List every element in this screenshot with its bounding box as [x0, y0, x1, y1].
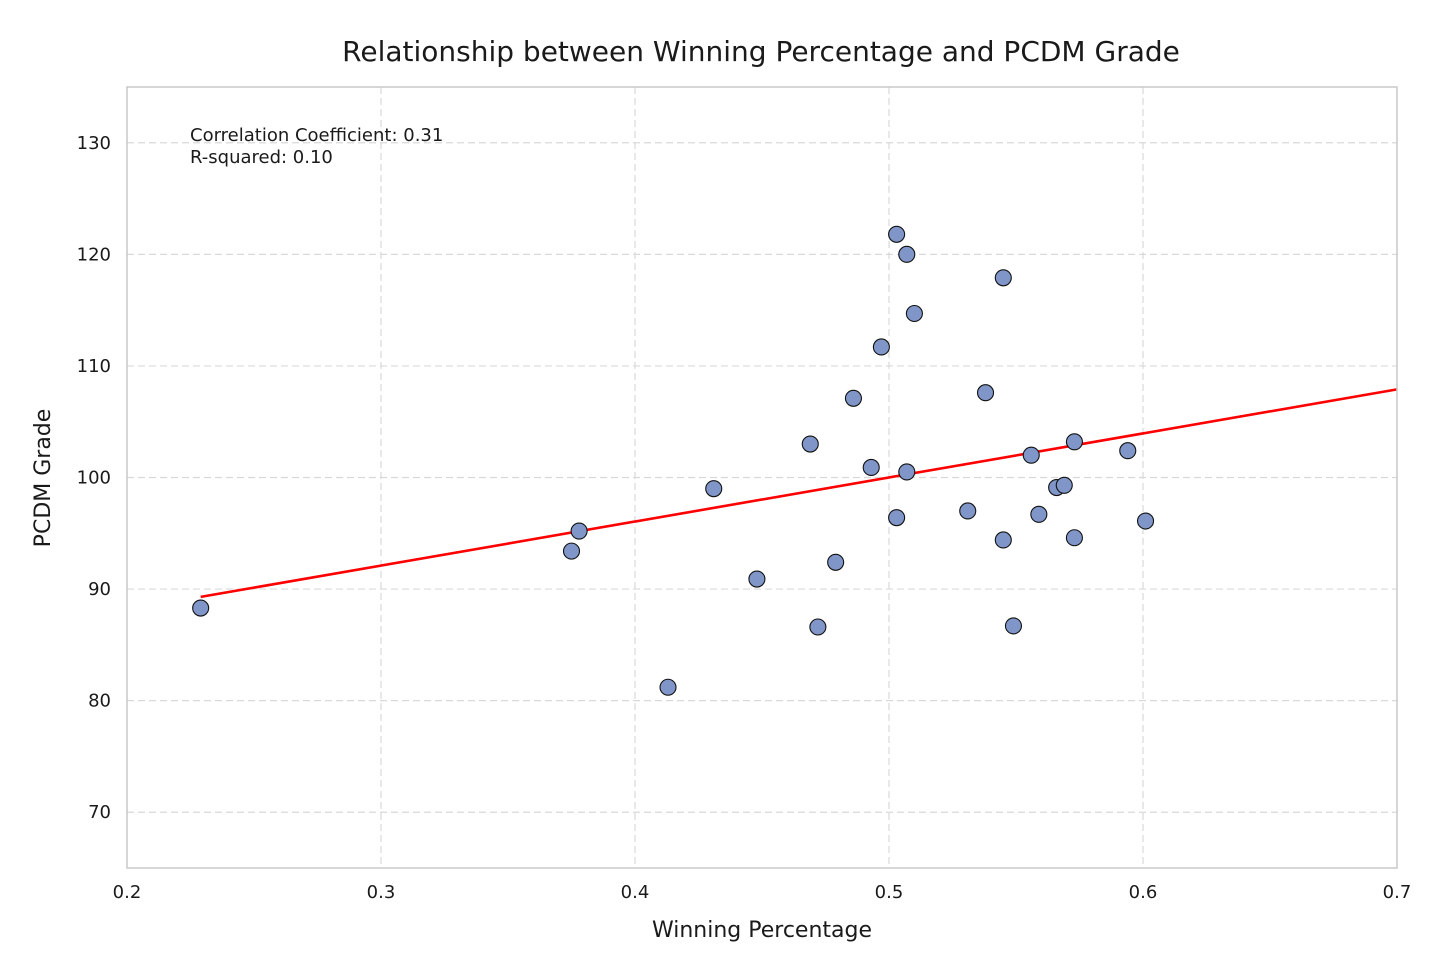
data-point: [827, 553, 845, 571]
data-point: [801, 435, 819, 453]
data-point: [1004, 617, 1023, 635]
y-tick-label: 100: [77, 468, 111, 489]
y-tick-label: 120: [77, 244, 111, 265]
r-squared-annotation: R-squared: 0.10: [190, 147, 333, 168]
y-axis-label: PCDM Grade: [31, 409, 56, 548]
data-point: [1030, 505, 1048, 523]
y-tick-label: 80: [88, 691, 111, 712]
regression-line: [200, 388, 1398, 599]
data-point: [994, 269, 1012, 287]
data-point: [1119, 442, 1137, 460]
data-point: [1065, 529, 1083, 547]
data-point: [872, 338, 890, 356]
data-point: [192, 599, 210, 617]
x-tick-label: 0.6: [1129, 882, 1158, 903]
x-tick-label: 0.5: [875, 882, 904, 903]
chart-title: Relationship between Winning Percentage …: [342, 35, 1180, 68]
tick-labels: 0.2 0.3 0.4 0.5 0.6 0.7 70 80 90 100 110 120 130: [77, 133, 1412, 903]
y-tick-label: 130: [77, 133, 111, 154]
y-tick-label: 110: [77, 356, 111, 377]
y-tick-label: 70: [88, 802, 111, 823]
data-point: [976, 384, 995, 402]
data-point: [1022, 446, 1040, 464]
data-point: [994, 531, 1012, 549]
data-point: [570, 522, 588, 540]
data-point: [888, 225, 906, 243]
data-point: [844, 389, 862, 407]
x-tick-label: 0.3: [367, 882, 396, 903]
regression-layer: [200, 388, 1398, 599]
data-point: [659, 678, 677, 696]
data-point: [1055, 476, 1073, 494]
data-point: [748, 570, 766, 588]
data-point: [809, 618, 827, 636]
data-point: [959, 502, 977, 520]
data-point: [862, 458, 880, 477]
x-tick-label: 0.2: [113, 882, 142, 903]
data-point: [1065, 433, 1083, 451]
y-tick-label: 90: [88, 579, 111, 600]
data-point: [888, 509, 906, 527]
data-point: [898, 245, 916, 263]
x-tick-label: 0.7: [1383, 882, 1412, 903]
grid: [127, 87, 1397, 868]
correlation-annotation: Correlation Coefficient: 0.31: [190, 125, 443, 146]
x-axis-label: Winning Percentage: [652, 918, 872, 943]
x-tick-label: 0.4: [621, 882, 650, 903]
data-point: [562, 542, 581, 560]
data-points: [192, 225, 1155, 696]
plot-frame: [126, 86, 1398, 869]
data-point: [705, 480, 723, 498]
data-point: [898, 463, 916, 481]
data-point: [1136, 512, 1155, 530]
data-point: [905, 304, 923, 323]
